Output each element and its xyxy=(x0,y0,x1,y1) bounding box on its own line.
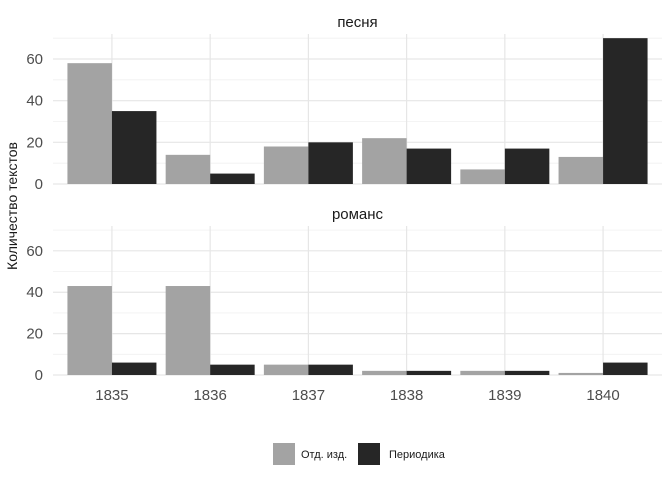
bar xyxy=(558,156,604,184)
x-tick-label: 1837 xyxy=(292,387,325,404)
bar xyxy=(460,370,505,375)
bar xyxy=(210,173,255,184)
legend-label: Периодика xyxy=(389,449,446,461)
legend-swatch xyxy=(273,443,295,465)
y-tick-label: 0 xyxy=(35,176,43,193)
facet-title: песня xyxy=(337,14,377,31)
facet-title: романс xyxy=(332,206,384,223)
bar xyxy=(210,364,255,375)
bar xyxy=(165,286,211,375)
y-tick-label: 20 xyxy=(26,134,43,151)
bar xyxy=(504,148,550,184)
bar xyxy=(504,370,550,375)
legend-item: Отд. изд. xyxy=(273,443,347,465)
bar xyxy=(263,146,309,184)
bar xyxy=(603,362,648,375)
y-tick-label: 40 xyxy=(26,93,43,110)
x-tick-label: 1840 xyxy=(586,387,619,404)
bar xyxy=(263,364,309,375)
y-tick-label: 20 xyxy=(26,326,43,343)
y-tick-label: 60 xyxy=(26,51,43,68)
legend: Отд. изд. Периодика xyxy=(273,443,446,465)
bar xyxy=(362,370,407,375)
legend-label: Отд. изд. xyxy=(301,449,347,461)
x-tick-label: 1836 xyxy=(193,387,226,404)
bar xyxy=(67,63,112,184)
bar xyxy=(558,372,604,375)
bar xyxy=(111,111,157,184)
bar xyxy=(67,286,112,375)
bar xyxy=(165,154,211,184)
x-tick-label: 1835 xyxy=(95,387,128,404)
bar xyxy=(603,38,648,184)
facet-panel: песня 0 20 40 60 xyxy=(26,14,662,193)
bar xyxy=(111,362,157,375)
y-tick-label: 60 xyxy=(26,243,43,260)
bar xyxy=(362,138,407,184)
x-tick-label: 1838 xyxy=(390,387,423,404)
bar xyxy=(308,364,353,375)
legend-swatch xyxy=(358,443,380,465)
bar xyxy=(406,148,452,184)
bar xyxy=(460,169,505,184)
y-tick-label: 40 xyxy=(26,284,43,301)
legend-item: Периодика xyxy=(358,443,446,465)
x-tick-label: 1839 xyxy=(488,387,521,404)
y-axis-label: Количество текстов xyxy=(4,142,20,270)
y-tick-label: 0 xyxy=(35,367,43,384)
bar xyxy=(308,142,353,184)
facet-panel: романс 0 20 40 60 xyxy=(26,206,662,384)
bar xyxy=(406,370,452,375)
facets: песня 0 20 40 60 романс 0 20 40 60 1835 1836 1837 183… xyxy=(26,14,662,404)
